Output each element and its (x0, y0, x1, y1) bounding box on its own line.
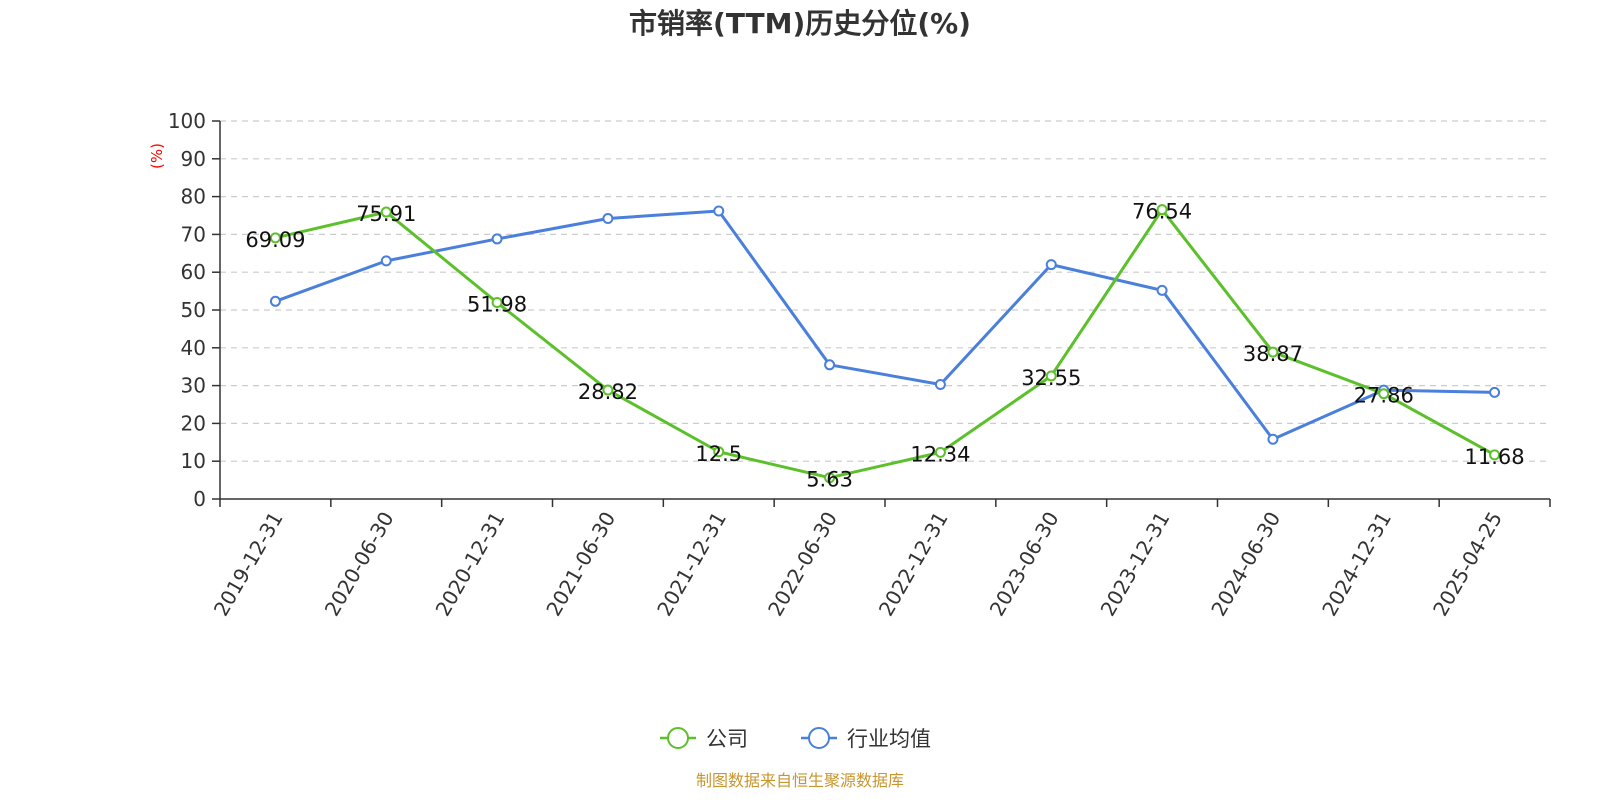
x-tick-label: 2023-12-31 (1096, 508, 1175, 621)
x-tick-label: 2020-12-31 (431, 508, 510, 621)
y-tick-label: 90 (181, 147, 206, 171)
x-tick-label: 2023-06-30 (985, 508, 1064, 621)
data-label: 11.68 (1465, 445, 1525, 469)
y-tick-label: 80 (181, 185, 206, 209)
data-point[interactable] (713, 446, 725, 458)
data-label: 32.55 (1021, 366, 1081, 390)
source-note: 制图数据来自恒生聚源数据库 (696, 771, 904, 790)
data-label: 28.82 (578, 380, 638, 404)
series-line (274, 209, 1495, 441)
y-tick-label: 60 (181, 260, 206, 284)
series-line (275, 208, 1496, 480)
x-tick-label: 2020-06-30 (320, 508, 399, 621)
series-lines (269, 204, 1501, 484)
legend-label: 行业均值 (847, 727, 931, 751)
data-point[interactable] (269, 295, 281, 307)
data-labels: 69.09 75.91 51.98 28.82 12.5 5.63 12.34 32.55 76… (245, 200, 1524, 492)
data-point[interactable] (380, 255, 392, 267)
data-label: 69.09 (245, 228, 305, 252)
data-label: 76.54 (1132, 200, 1192, 224)
x-tick-label: 2025-04-25 (1428, 508, 1507, 621)
data-point[interactable] (824, 472, 836, 484)
x-tick-label: 2019-12-31 (209, 508, 288, 621)
data-point[interactable] (602, 213, 614, 225)
data-point[interactable] (602, 384, 614, 396)
y-tick-label: 30 (181, 374, 206, 398)
x-tick-label: 2021-12-31 (652, 508, 731, 621)
y-tick-label: 70 (181, 222, 206, 246)
x-tick-label: 2024-12-31 (1317, 508, 1396, 621)
data-point[interactable] (824, 359, 836, 371)
y-tick-label: 10 (181, 449, 206, 473)
x-tick-label: 2024-06-30 (1206, 508, 1285, 621)
data-point[interactable] (713, 205, 725, 217)
data-point[interactable] (1267, 433, 1279, 445)
data-point[interactable] (1156, 284, 1168, 296)
data-point[interactable] (1156, 204, 1168, 216)
legend-marker (808, 727, 830, 749)
data-point[interactable] (380, 206, 392, 218)
chart-title: 市销率(TTM)历史分位(%) (629, 7, 971, 40)
data-label: 38.87 (1243, 342, 1303, 366)
data-label: 51.98 (467, 293, 527, 317)
grid-lines (220, 120, 1550, 462)
axes: 0 10 20 30 40 50 60 70 80 90 100 2019-12-31 2020-06-… (168, 109, 1551, 621)
series-industry-average (269, 205, 1501, 445)
data-point[interactable] (1045, 370, 1057, 382)
y-tick-label: 0 (193, 487, 206, 511)
series-company (269, 204, 1501, 484)
legend-item-company[interactable]: 公司 (660, 727, 748, 751)
y-tick-label: 50 (181, 298, 206, 322)
y-tick-label: 40 (181, 336, 206, 360)
data-point[interactable] (491, 297, 503, 309)
x-tick-label: 2021-06-30 (541, 508, 620, 621)
data-point[interactable] (1267, 346, 1279, 358)
data-point[interactable] (1489, 449, 1501, 461)
legend[interactable]: 公司 行业均值 (660, 727, 931, 751)
y-tick-label: 20 (181, 411, 206, 435)
data-label: 5.63 (806, 468, 853, 492)
legend-marker (667, 727, 689, 749)
data-point[interactable] (1378, 388, 1390, 400)
data-label: 27.86 (1354, 384, 1414, 408)
data-point[interactable] (1045, 259, 1057, 271)
legend-item-industry-average[interactable]: 行业均值 (801, 727, 931, 751)
data-label: 12.5 (695, 442, 742, 466)
x-tick-label: 2022-12-31 (874, 508, 953, 621)
data-point[interactable] (491, 233, 503, 245)
legend-label: 公司 (706, 727, 748, 751)
data-point[interactable] (934, 446, 946, 458)
data-point[interactable] (269, 232, 281, 244)
data-point[interactable] (934, 378, 946, 390)
y-tick-label: 100 (168, 109, 206, 133)
x-tick-label: 2022-06-30 (763, 508, 842, 621)
data-label: 75.91 (356, 202, 416, 226)
data-point[interactable] (1489, 386, 1501, 398)
y-axis-unit-label: (%) (148, 143, 166, 169)
data-label: 12.34 (910, 442, 970, 466)
